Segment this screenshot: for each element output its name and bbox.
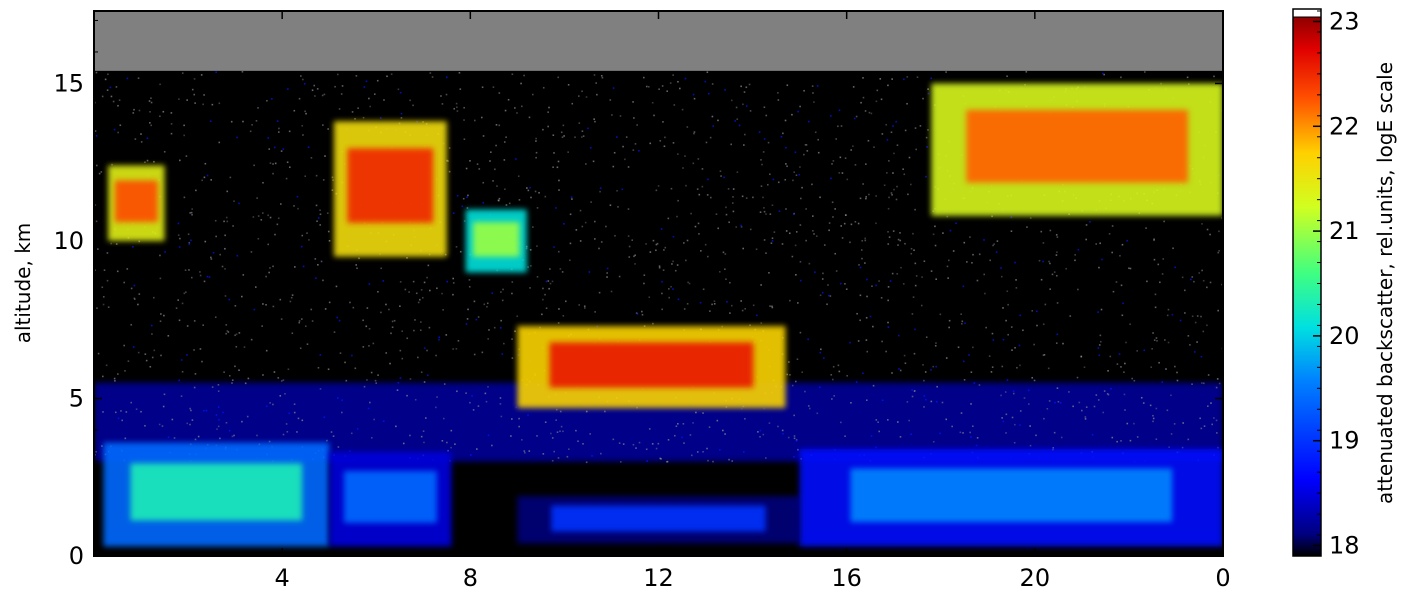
plot-area <box>93 10 1224 557</box>
layer-boundary-layer-aerosol-3 <box>517 496 800 544</box>
colorbar-tick-label: 18 <box>1329 532 1360 560</box>
x-tick-label: 8 <box>463 564 478 592</box>
no-data-region <box>94 11 1223 71</box>
layer-high-cloud <box>931 83 1223 216</box>
x-tick-label: 12 <box>643 564 674 592</box>
layer-boundary-layer-aerosol-1 <box>103 442 330 547</box>
layer-boundary-layer-aerosol-2 <box>329 452 452 547</box>
y-tick-label: 10 <box>53 227 84 255</box>
colorbar-tick-label: 19 <box>1329 427 1360 455</box>
layer-boundary-layer-aerosol-4 <box>799 448 1223 547</box>
colorbar-label: attenuated backscatter, rel.units, logE … <box>1373 62 1397 504</box>
backscatter-layers <box>94 11 1223 547</box>
colorbar: 18 19 20 21 22 23 <box>1292 7 1360 560</box>
colorbar-tick-label: 23 <box>1329 7 1360 35</box>
x-tick-label: 4 <box>275 564 290 592</box>
layer-cirrus-1 <box>108 165 165 241</box>
layer-cirrus-3 <box>465 209 527 273</box>
x-tick-label: 0 <box>1215 564 1230 592</box>
layer-cirrus-2 <box>333 121 447 257</box>
colorbar-tick-label: 20 <box>1329 322 1360 350</box>
y-tick-label: 0 <box>69 542 84 570</box>
x-tick-label: 20 <box>1020 564 1051 592</box>
y-tick-label: 15 <box>53 69 84 97</box>
layer-mid-level-cloud <box>517 326 786 408</box>
y-axis: 0 5 10 15 <box>53 19 1223 570</box>
x-tick-label: 16 <box>831 564 862 592</box>
y-axis-label: altitude, km <box>11 223 35 344</box>
colorbar-gradient <box>1293 11 1321 556</box>
y-tick-label: 5 <box>69 384 84 412</box>
colorbar-frame <box>1292 8 1322 557</box>
colorbar-tick-label: 22 <box>1329 112 1360 140</box>
x-axis: 4 8 12 16 20 0 <box>140 11 1231 592</box>
colorbar-ticks: 18 19 20 21 22 23 <box>1313 7 1360 560</box>
colorbar-tick-label: 21 <box>1329 217 1360 245</box>
colorbar-over-color <box>1292 8 1322 18</box>
